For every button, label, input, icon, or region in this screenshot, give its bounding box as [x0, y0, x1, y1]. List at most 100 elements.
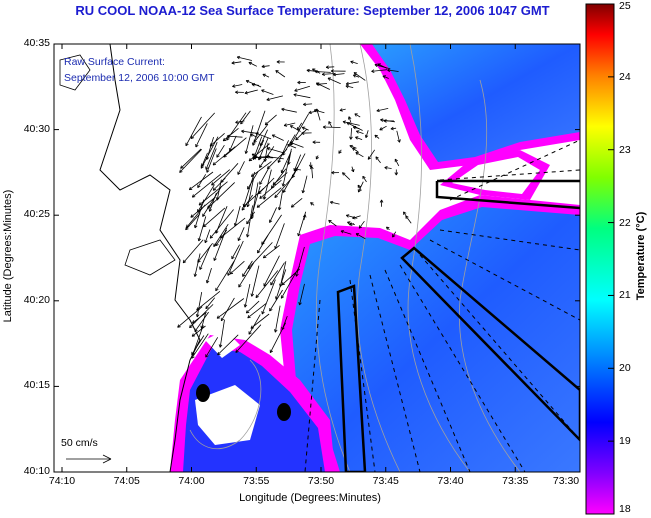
- current-vector-head: [197, 260, 201, 263]
- current-vector-head: [397, 139, 400, 143]
- current-vector-head: [310, 202, 314, 204]
- current-vector: [259, 179, 282, 199]
- current-vector-head: [229, 271, 232, 275]
- current-vector-head: [293, 94, 297, 97]
- current-vector-head: [293, 168, 297, 172]
- current-vector-head: [234, 223, 238, 227]
- current-vector-head: [295, 136, 297, 141]
- current-vector: [247, 171, 259, 190]
- current-vector-head: [249, 159, 253, 162]
- current-vector-head: [242, 274, 246, 277]
- current-vector: [272, 134, 284, 141]
- current-vector-head: [250, 325, 253, 329]
- current-vector: [254, 139, 265, 159]
- current-vector-head: [297, 80, 301, 83]
- map-title: RU COOL NOAA-12 Sea Surface Temperature:…: [75, 3, 550, 18]
- current-vector: [201, 312, 207, 329]
- current-vector: [294, 85, 311, 92]
- current-vector-head: [350, 61, 353, 64]
- current-vector: [241, 130, 259, 134]
- current-vector-head: [316, 82, 320, 85]
- current-vector: [274, 223, 285, 249]
- current-vector-head: [291, 206, 295, 208]
- current-vector-head: [298, 233, 301, 237]
- current-vector-head: [247, 204, 250, 208]
- current-vector-head: [308, 164, 312, 168]
- current-vector-head: [298, 301, 300, 306]
- current-vector-head: [190, 135, 193, 139]
- current-vector-head: [274, 329, 276, 333]
- current-vector: [387, 69, 399, 72]
- current-vector-head: [211, 182, 213, 186]
- current-vector-head: [346, 122, 349, 126]
- current-vector: [251, 265, 260, 297]
- current-vector-head: [177, 326, 181, 328]
- current-vector: [258, 157, 274, 159]
- current-vector: [382, 75, 389, 79]
- current-vector: [240, 110, 251, 125]
- current-vector-head: [179, 171, 183, 173]
- current-vector: [291, 197, 303, 208]
- current-vector: [308, 110, 317, 114]
- current-vector-head: [206, 157, 210, 160]
- current-vector-head: [271, 134, 275, 138]
- current-vector: [263, 255, 280, 287]
- current-vector: [367, 149, 376, 160]
- current-vector-head: [380, 119, 384, 122]
- current-vector: [191, 333, 209, 359]
- current-vector-head: [244, 150, 247, 154]
- current-vector-head: [342, 172, 346, 174]
- current-vector-head: [350, 60, 354, 62]
- current-vector-head: [211, 184, 215, 186]
- current-vector-head: [371, 71, 375, 73]
- current-vector-head: [262, 196, 265, 200]
- current-vector: [229, 260, 245, 275]
- current-vector: [247, 242, 273, 269]
- y-tick-label: 40:35: [23, 37, 50, 49]
- current-vector-head: [236, 56, 240, 60]
- current-vector-head: [315, 108, 318, 112]
- current-vector: [342, 172, 351, 180]
- current-vector-head: [231, 256, 235, 260]
- current-vector-head: [195, 144, 199, 148]
- current-vector: [246, 300, 260, 314]
- current-vector: [376, 108, 389, 112]
- y-tick-label: 40:30: [23, 122, 50, 135]
- current-vector-head: [252, 143, 256, 146]
- current-vector: [350, 61, 358, 64]
- x-tick-label: 73:35: [502, 475, 529, 487]
- current-vector-head: [216, 315, 219, 319]
- current-vector-head: [229, 148, 233, 152]
- transect-boxes: [336, 179, 580, 472]
- current-vector: [352, 147, 359, 153]
- current-vector-head: [204, 239, 206, 243]
- current-vector: [302, 175, 308, 194]
- current-vector: [267, 147, 285, 154]
- current-vector: [204, 229, 211, 243]
- current-vector-head: [383, 120, 387, 123]
- current-vector: [261, 214, 282, 245]
- current-vector-head: [357, 184, 361, 187]
- current-vector-head: [276, 60, 280, 63]
- current-vector: [355, 152, 364, 158]
- current-vector: [340, 230, 352, 235]
- current-vector-head: [241, 129, 245, 132]
- current-vector: [196, 292, 203, 318]
- current-vector-head: [346, 215, 349, 218]
- current-vector-head: [269, 220, 273, 223]
- current-vector-head: [355, 233, 359, 237]
- current-vector-head: [332, 74, 337, 77]
- current-vector-head: [274, 245, 276, 249]
- current-vector-head: [349, 222, 352, 226]
- annotation-line-1: Raw Surface Current:: [64, 56, 165, 68]
- current-vector-head: [255, 296, 259, 299]
- current-vector-head: [384, 166, 388, 168]
- current-vector-head: [205, 167, 209, 170]
- current-vector-head: [301, 131, 305, 134]
- current-vector: [191, 325, 206, 337]
- current-vector: [197, 184, 215, 213]
- current-vector-head: [235, 349, 237, 353]
- current-vector-head: [353, 168, 355, 172]
- current-vector: [200, 136, 219, 169]
- current-vector-head: [212, 187, 215, 191]
